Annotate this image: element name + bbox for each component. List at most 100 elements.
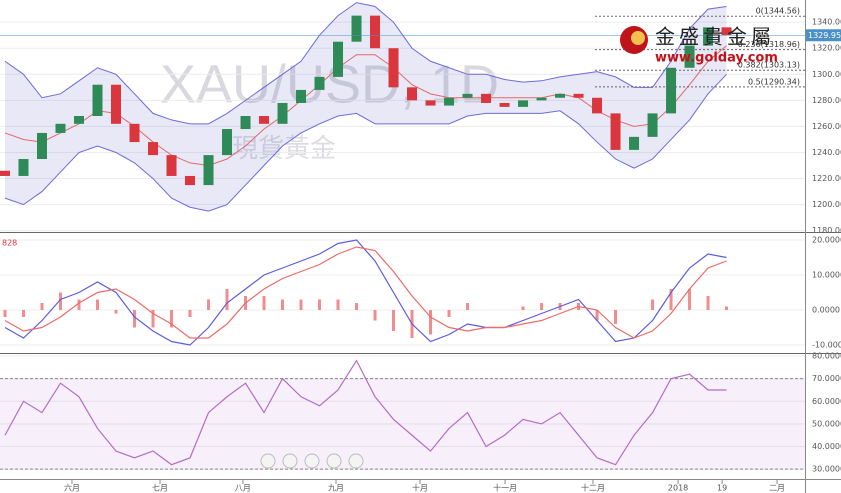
watermark-name: 現貨黃金 [232, 133, 336, 163]
histogram-bar [336, 299, 340, 310]
histogram-bar [299, 299, 303, 310]
candle [55, 123, 66, 133]
y-tick-label: 80.0000 [812, 352, 841, 361]
histogram-bar [651, 299, 655, 310]
candle [388, 48, 399, 88]
candle [333, 41, 344, 77]
zoom-in-button[interactable] [326, 453, 342, 469]
histogram-bar [3, 310, 7, 317]
histogram-bar [447, 310, 451, 317]
band-line [4, 2, 727, 125]
histogram-bar [170, 310, 174, 328]
logo-url: www.golday.com [655, 51, 778, 66]
y-tick-label: 1180.00 [812, 226, 841, 235]
histogram-bar [40, 303, 44, 310]
candle [111, 84, 122, 124]
histogram-bar [96, 299, 100, 310]
fib-label: 0(1344.56) [756, 7, 800, 16]
y-tick-label: 20.0000 [812, 236, 841, 245]
candle [203, 155, 214, 186]
panel-label: 828 [2, 239, 17, 248]
candle [425, 100, 436, 106]
histogram-bar [133, 310, 137, 328]
panel-rsi: 30.0000 40.0000 50.0000 60.0000 70.0000 80.00… [0, 352, 841, 474]
candle [518, 100, 529, 107]
middle-line [4, 45, 727, 167]
fib-label: 0.382(1303.13) [738, 61, 800, 70]
histogram-bar [688, 289, 692, 310]
x-tick-label: 十二月 [581, 483, 605, 493]
candle [684, 45, 695, 68]
y-tick-label: 60.0000 [812, 397, 841, 406]
candle [462, 93, 473, 98]
candle [0, 170, 10, 176]
candle [18, 159, 29, 176]
fib-label: 0.236(1318.96) [738, 40, 800, 49]
signal-line [4, 246, 727, 339]
histogram-bar [373, 310, 377, 321]
y-tick-label: 30.0000 [812, 465, 841, 474]
y-tick-label: 10.0000 [812, 271, 841, 280]
band-line [4, 73, 727, 212]
band-fill [4, 2, 727, 212]
histogram-bar [466, 303, 470, 310]
panel-candlestick: 1180.00 1200.00 1220.00 1240.00 1260.00 1280.… [0, 2, 841, 235]
candle [277, 102, 288, 124]
candle [481, 93, 492, 103]
x-tick-label: 九月 [328, 484, 344, 493]
y-tick-label: 1240.00 [812, 148, 841, 157]
last-price-label: 1329.95 [808, 31, 841, 40]
candle [666, 67, 677, 114]
candle [259, 116, 270, 124]
candle [36, 132, 47, 160]
histogram-bar [114, 310, 118, 314]
zoom-out-button[interactable] [282, 453, 298, 469]
y-tick-label: 1340.00 [812, 18, 841, 27]
candle [166, 155, 177, 176]
histogram-bar [225, 289, 229, 310]
histogram-bar [281, 299, 285, 310]
histogram-bar [207, 299, 211, 310]
histogram-bar [725, 306, 729, 310]
histogram-bar [521, 306, 525, 310]
candle [240, 116, 251, 130]
histogram-bar [58, 292, 62, 310]
x-tick-label: 七月 [152, 484, 168, 493]
candle [536, 97, 547, 101]
y-tick-label: 40.0000 [812, 442, 841, 451]
candle [148, 142, 159, 156]
histogram-bar [595, 310, 599, 321]
candle [407, 87, 418, 101]
candle [296, 89, 307, 103]
rsi-line [4, 359, 727, 466]
x-tick-label: 二月 [769, 484, 785, 493]
logo-brand: 金盛貴金屬 [655, 25, 775, 49]
macd-line [4, 239, 727, 346]
histogram-bar [614, 310, 618, 324]
zoom-left-button[interactable] [260, 453, 276, 469]
candle [703, 27, 714, 46]
candle [573, 93, 584, 98]
histogram-bar [355, 303, 359, 310]
logo-icon-inner [631, 31, 645, 45]
x-tick-label: 2018 [668, 484, 688, 493]
y-tick-label: 1280.00 [812, 96, 841, 105]
y-tick-label: 1300.00 [812, 70, 841, 79]
histogram-bar [21, 310, 25, 317]
candle [721, 27, 732, 36]
histogram-bar [151, 310, 155, 328]
candle [444, 97, 455, 106]
candle [555, 93, 566, 98]
histogram-bar [392, 310, 396, 331]
histogram-bar [669, 289, 673, 310]
y-tick-label: 50.0000 [812, 419, 841, 428]
x-tick-label: 19 [717, 484, 727, 493]
reset-button[interactable] [304, 453, 320, 469]
x-tick-label: 六月 [64, 483, 80, 493]
zoom-right-button[interactable] [348, 453, 364, 469]
y-tick-label: 1200.00 [812, 200, 841, 209]
candle [314, 76, 325, 90]
candle [185, 175, 196, 186]
